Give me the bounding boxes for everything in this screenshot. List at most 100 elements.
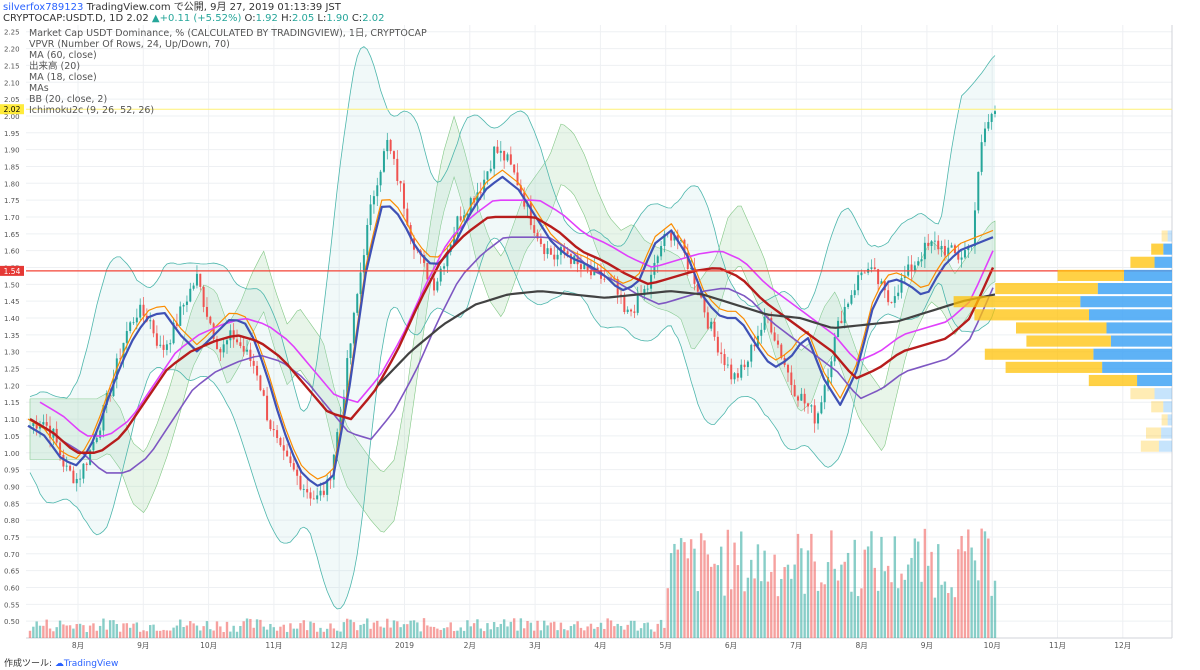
volume-bar <box>519 618 523 638</box>
candle-body <box>566 251 569 255</box>
volume-bar <box>255 619 259 638</box>
volume-bar <box>92 623 95 638</box>
candle-body <box>917 261 920 266</box>
volume-bar <box>522 628 526 638</box>
candle-body <box>810 405 813 407</box>
volume-bar <box>730 589 733 638</box>
candle-body <box>546 248 549 255</box>
volume-bar <box>472 623 476 638</box>
volume-bar <box>900 573 903 638</box>
volume-bar <box>806 550 810 638</box>
candle-body <box>533 225 536 233</box>
candle-body <box>376 185 379 197</box>
candle-body <box>369 204 372 225</box>
candle-body <box>229 330 232 341</box>
x-tick-label: 11月 <box>1049 641 1066 650</box>
candle-body <box>589 269 592 276</box>
author-name[interactable]: silverfox789123 <box>3 2 84 13</box>
volume-bar <box>846 552 850 638</box>
volume-bar <box>576 621 579 638</box>
vp-up-bar <box>1123 269 1172 281</box>
indicator-item[interactable]: Ichimoku2c (9, 26, 52, 26) <box>29 105 155 116</box>
candle-body <box>89 450 92 465</box>
candle-body <box>152 320 155 334</box>
volume-bar <box>222 631 225 638</box>
indicator-item[interactable]: Market Cap USDT Dominance, % (CALCULATED… <box>29 28 427 39</box>
volume-bar <box>492 622 496 638</box>
vp-down-bar <box>953 296 1081 308</box>
candle-body <box>860 272 863 276</box>
volume-bar <box>269 623 272 638</box>
candle-body <box>773 332 776 341</box>
y-tick-label: 1.05 <box>4 433 20 441</box>
candle-body <box>212 323 215 339</box>
candle-body <box>99 430 102 438</box>
candle-body <box>579 264 582 270</box>
ma-magenta-line <box>39 199 994 437</box>
candle-body <box>813 405 816 424</box>
open-value: 1.92 <box>255 13 278 24</box>
indicator-item[interactable]: MAs <box>29 83 49 94</box>
candle-body <box>940 245 943 250</box>
volume-bar <box>456 630 459 638</box>
volume-bar <box>436 628 439 638</box>
candle-body <box>286 450 289 457</box>
indicator-item[interactable]: MA (60, close) <box>29 50 97 61</box>
volume-bar <box>366 618 369 638</box>
volume-bar <box>783 567 786 638</box>
volume-bar <box>903 579 907 638</box>
x-tick-label: 2月 <box>464 641 476 650</box>
indicator-item[interactable]: VPVR (Number Of Rows, 24, Up/Down, 70) <box>29 39 230 50</box>
candle-body <box>690 267 693 270</box>
volume-bar <box>813 561 816 638</box>
volume-bar <box>509 621 513 638</box>
candle-body <box>703 297 706 313</box>
candle-body <box>716 336 719 353</box>
candle-body <box>382 151 385 172</box>
candle-body <box>960 257 963 260</box>
volume-bar <box>740 531 743 638</box>
y-tick-label: 1.30 <box>4 349 20 357</box>
volume-bar <box>265 629 269 638</box>
volume-bar <box>162 629 165 638</box>
candle-body <box>149 320 152 322</box>
volume-bar <box>536 620 539 638</box>
candle-body <box>746 361 749 368</box>
volume-bar <box>356 630 359 638</box>
candle-body <box>175 322 178 326</box>
volume-bar <box>346 618 349 638</box>
volume-bar <box>613 626 616 638</box>
volume-bar <box>382 627 386 638</box>
candle-body <box>920 259 923 262</box>
vp-up-bar <box>1110 335 1172 347</box>
candle-body <box>807 403 810 407</box>
volume-bar <box>529 622 533 638</box>
footer-brand[interactable]: TradingView <box>63 659 119 669</box>
y-tick-label: 1.85 <box>4 163 20 171</box>
volume-bar <box>235 631 239 638</box>
candle-body <box>436 281 439 291</box>
y-tick-label: 0.75 <box>4 534 20 542</box>
volume-bar <box>863 549 866 638</box>
volume-bar <box>586 626 589 638</box>
volume-bar <box>446 627 449 638</box>
volume-bar <box>48 628 52 638</box>
volume-bar <box>432 626 436 638</box>
candle-body <box>406 208 409 226</box>
volume-bar <box>539 630 543 638</box>
tradingview-logo-icon: ☁ <box>54 659 64 669</box>
candle-body <box>132 322 135 324</box>
candle-body <box>586 264 589 270</box>
candle-body <box>276 430 279 438</box>
candle-body <box>102 404 105 431</box>
indicator-item[interactable]: 出来高 (20) <box>29 61 81 72</box>
candle-body <box>736 373 739 378</box>
candle-body <box>292 463 295 470</box>
indicator-item[interactable]: MA (18, close) <box>29 72 97 83</box>
volume-bar <box>112 620 115 638</box>
vp-down-bar <box>1161 414 1168 426</box>
indicator-item[interactable]: BB (20, close, 2) <box>29 94 108 105</box>
volume-bar <box>763 550 766 638</box>
volume-bar <box>933 597 937 638</box>
